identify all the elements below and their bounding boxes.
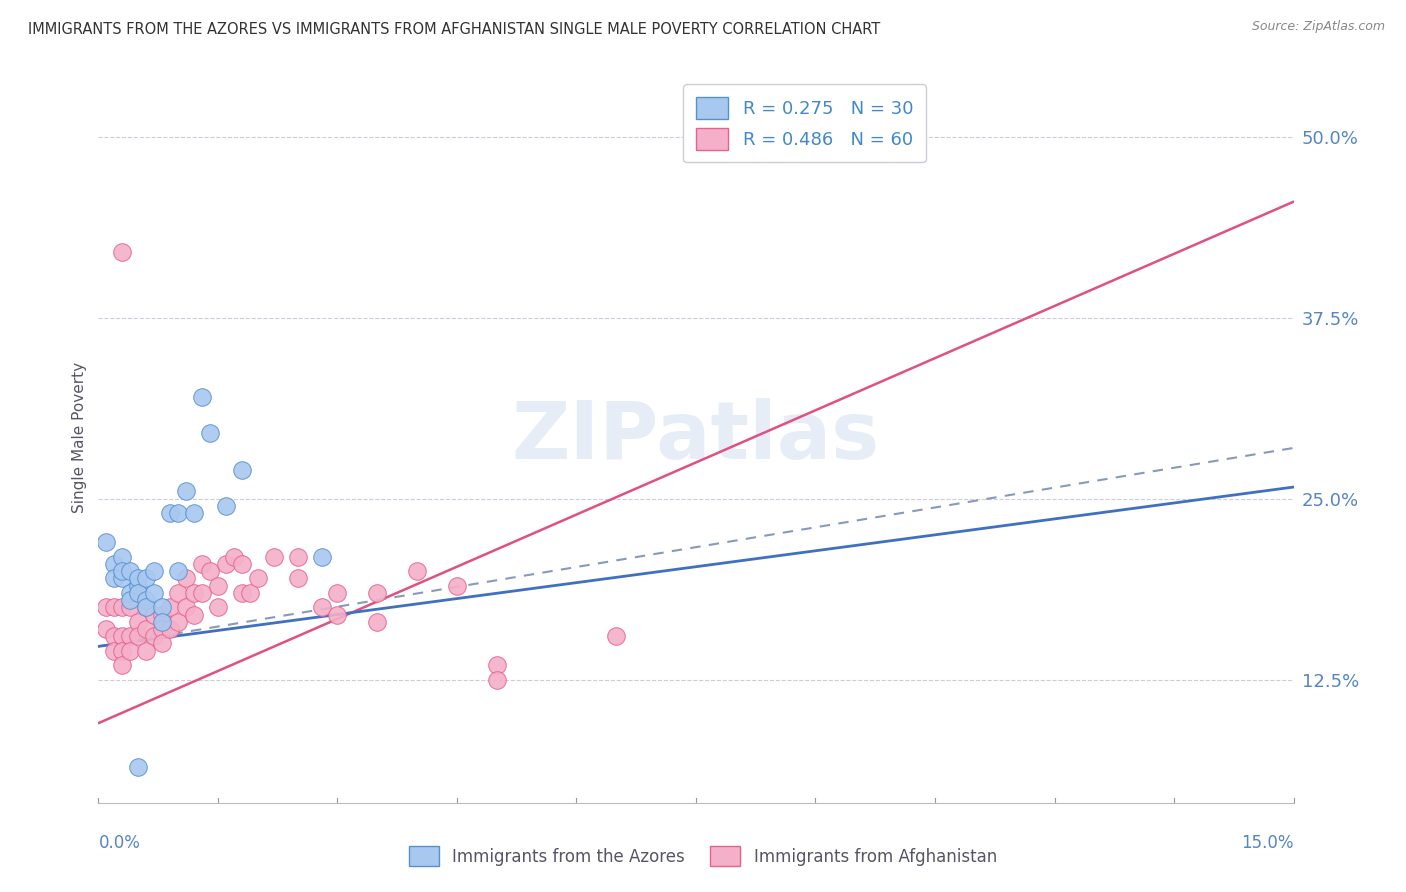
Point <box>485 673 508 687</box>
Point <box>605 629 627 643</box>
Point <box>159 600 181 615</box>
Point <box>231 557 253 571</box>
Point <box>207 600 229 615</box>
Point <box>143 629 166 643</box>
Point <box>246 571 269 585</box>
Point <box>111 245 134 260</box>
Point <box>120 564 142 578</box>
Point <box>135 571 157 585</box>
Point <box>287 571 309 585</box>
Point <box>406 564 429 578</box>
Point <box>207 578 229 592</box>
Point <box>111 600 134 615</box>
Point <box>183 586 205 600</box>
Point <box>150 607 173 622</box>
Point <box>127 578 149 592</box>
Point <box>120 644 142 658</box>
Point <box>326 607 349 622</box>
Y-axis label: Single Male Poverty: Single Male Poverty <box>72 361 87 513</box>
Legend: R = 0.275   N = 30, R = 0.486   N = 60: R = 0.275 N = 30, R = 0.486 N = 60 <box>683 84 927 162</box>
Point <box>311 600 333 615</box>
Point <box>103 600 125 615</box>
Point <box>198 564 221 578</box>
Point <box>191 557 214 571</box>
Text: 0.0%: 0.0% <box>98 834 141 852</box>
Point <box>111 644 134 658</box>
Point <box>366 586 388 600</box>
Point <box>150 615 173 629</box>
Point <box>215 557 238 571</box>
Point <box>96 600 118 615</box>
Point <box>135 622 157 636</box>
Point <box>150 622 173 636</box>
Point <box>191 390 214 404</box>
Point <box>96 622 118 636</box>
Point <box>135 600 157 615</box>
Point <box>231 586 253 600</box>
Point <box>326 586 349 600</box>
Point <box>111 658 134 673</box>
Point <box>103 557 125 571</box>
Point <box>127 629 149 643</box>
Point <box>111 571 134 585</box>
Point <box>311 549 333 564</box>
Point <box>103 644 125 658</box>
Point <box>446 578 468 592</box>
Point <box>231 463 253 477</box>
Point <box>135 593 157 607</box>
Legend: Immigrants from the Azores, Immigrants from Afghanistan: Immigrants from the Azores, Immigrants f… <box>401 838 1005 875</box>
Point <box>215 499 238 513</box>
Point <box>366 615 388 629</box>
Point <box>485 658 508 673</box>
Point <box>159 622 181 636</box>
Point <box>174 600 197 615</box>
Point <box>167 586 190 600</box>
Point <box>183 506 205 520</box>
Point <box>120 586 142 600</box>
Point <box>127 615 149 629</box>
Point <box>150 600 173 615</box>
Point <box>120 600 142 615</box>
Point <box>222 549 245 564</box>
Point <box>198 426 221 441</box>
Point <box>103 629 125 643</box>
Point <box>685 129 707 144</box>
Point <box>111 549 134 564</box>
Point <box>111 629 134 643</box>
Point <box>127 586 149 600</box>
Point <box>191 586 214 600</box>
Text: 15.0%: 15.0% <box>1241 834 1294 852</box>
Point <box>127 571 149 585</box>
Point <box>96 535 118 549</box>
Point <box>263 549 285 564</box>
Point <box>120 593 142 607</box>
Point <box>120 629 142 643</box>
Point <box>167 615 190 629</box>
Point <box>159 506 181 520</box>
Point <box>143 564 166 578</box>
Point <box>103 571 125 585</box>
Point <box>174 571 197 585</box>
Point <box>167 564 190 578</box>
Text: ZIPatlas: ZIPatlas <box>512 398 880 476</box>
Point <box>183 607 205 622</box>
Point <box>111 564 134 578</box>
Point <box>143 586 166 600</box>
Point <box>150 636 173 650</box>
Point <box>143 607 166 622</box>
Point <box>239 586 262 600</box>
Point <box>135 644 157 658</box>
Text: IMMIGRANTS FROM THE AZORES VS IMMIGRANTS FROM AFGHANISTAN SINGLE MALE POVERTY CO: IMMIGRANTS FROM THE AZORES VS IMMIGRANTS… <box>28 22 880 37</box>
Point <box>167 506 190 520</box>
Text: Source: ZipAtlas.com: Source: ZipAtlas.com <box>1251 20 1385 33</box>
Point <box>174 484 197 499</box>
Point <box>127 586 149 600</box>
Point <box>287 549 309 564</box>
Point <box>135 600 157 615</box>
Point <box>127 759 149 773</box>
